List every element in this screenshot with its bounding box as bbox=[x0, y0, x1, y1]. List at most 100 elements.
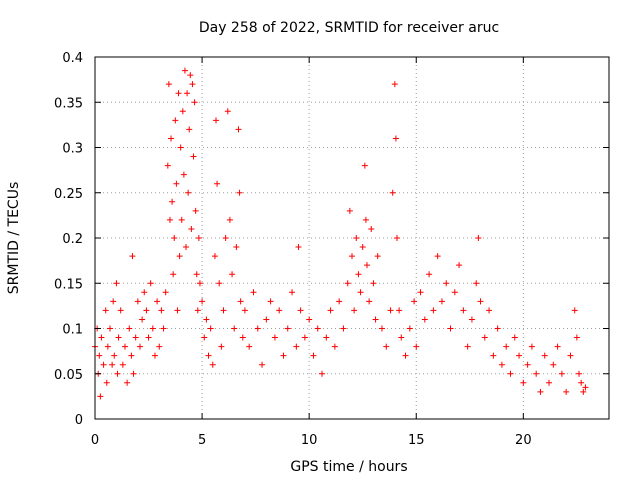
data-point bbox=[233, 244, 240, 251]
data-point bbox=[297, 307, 304, 314]
data-point bbox=[524, 361, 531, 368]
data-point bbox=[498, 361, 505, 368]
data-point bbox=[301, 334, 308, 341]
data-point bbox=[106, 325, 113, 332]
data-point bbox=[306, 316, 313, 323]
data-point bbox=[331, 343, 338, 350]
data-point bbox=[554, 343, 561, 350]
data-point bbox=[195, 235, 202, 241]
data-point bbox=[460, 307, 467, 314]
data-point bbox=[151, 352, 158, 359]
data-point bbox=[541, 352, 548, 359]
data-point bbox=[172, 117, 179, 124]
data-point bbox=[426, 271, 433, 278]
data-point bbox=[158, 307, 165, 314]
x-axis-label: GPS time / hours bbox=[290, 459, 407, 475]
y-tick-label: 0.4 bbox=[62, 51, 83, 66]
data-point bbox=[130, 370, 137, 377]
data-point bbox=[226, 216, 233, 223]
data-point bbox=[511, 334, 518, 341]
data-point bbox=[174, 307, 181, 314]
y-tick-label: 0.25 bbox=[54, 187, 83, 202]
data-point bbox=[537, 388, 544, 395]
data-point bbox=[434, 253, 441, 260]
data-point bbox=[289, 289, 296, 296]
data-point bbox=[165, 81, 172, 88]
data-point bbox=[143, 307, 150, 314]
data-point bbox=[267, 298, 274, 305]
data-point bbox=[162, 289, 169, 296]
data-point bbox=[191, 99, 198, 106]
data-point bbox=[117, 307, 124, 314]
data-point bbox=[293, 343, 300, 350]
data-point bbox=[271, 334, 278, 341]
data-point bbox=[378, 325, 385, 332]
data-point bbox=[100, 361, 107, 368]
data-point bbox=[115, 334, 122, 341]
data-point bbox=[235, 126, 242, 133]
data-point bbox=[340, 325, 347, 332]
data-point bbox=[241, 307, 248, 314]
data-point bbox=[239, 334, 246, 341]
chart-title: Day 258 of 2022, SRMTID for receiver aru… bbox=[199, 20, 499, 36]
data-point bbox=[263, 316, 270, 323]
data-point bbox=[231, 325, 238, 332]
x-tick-label: 5 bbox=[198, 433, 206, 448]
grid bbox=[95, 57, 609, 419]
data-point bbox=[276, 307, 283, 314]
data-point bbox=[392, 135, 399, 142]
data-point bbox=[128, 352, 135, 359]
data-point bbox=[259, 361, 266, 368]
data-point bbox=[190, 153, 197, 160]
y-tick-label: 0.05 bbox=[54, 368, 83, 383]
data-point bbox=[104, 343, 111, 350]
data-point bbox=[109, 361, 116, 368]
data-point bbox=[171, 235, 178, 241]
data-point bbox=[132, 334, 139, 341]
data-point bbox=[368, 225, 375, 232]
data-point bbox=[580, 388, 587, 395]
data-point bbox=[528, 343, 535, 350]
data-point bbox=[314, 325, 321, 332]
data-point bbox=[582, 384, 589, 391]
data-point bbox=[113, 280, 120, 287]
x-tick-label: 10 bbox=[301, 433, 318, 448]
data-point bbox=[207, 325, 214, 332]
data-point bbox=[443, 280, 450, 287]
data-point bbox=[222, 235, 229, 241]
data-point bbox=[168, 135, 175, 142]
data-point bbox=[475, 235, 482, 241]
data-point bbox=[359, 244, 366, 251]
y-tick-label: 0.15 bbox=[54, 277, 83, 292]
data-point bbox=[494, 325, 501, 332]
data-point bbox=[413, 343, 420, 350]
data-point bbox=[201, 334, 208, 341]
data-point bbox=[181, 67, 188, 74]
data-point bbox=[178, 216, 185, 223]
data-point bbox=[246, 343, 253, 350]
data-point bbox=[184, 90, 191, 97]
data-point bbox=[154, 298, 161, 305]
data-point bbox=[189, 81, 196, 88]
data-point bbox=[578, 379, 585, 386]
data-point bbox=[280, 352, 287, 359]
data-point bbox=[406, 325, 413, 332]
data-point bbox=[447, 325, 454, 332]
data-point bbox=[393, 235, 400, 241]
data-point bbox=[119, 361, 126, 368]
data-point bbox=[177, 144, 184, 151]
data-point bbox=[481, 334, 488, 341]
data-point bbox=[214, 180, 221, 187]
data-point bbox=[573, 334, 580, 341]
data-point bbox=[362, 216, 369, 223]
data-point bbox=[188, 225, 195, 232]
data-point bbox=[355, 271, 362, 278]
data-point bbox=[216, 280, 223, 287]
data-point bbox=[183, 244, 190, 251]
data-point bbox=[396, 307, 403, 314]
data-points bbox=[92, 67, 589, 400]
data-point bbox=[571, 307, 578, 314]
data-point bbox=[145, 334, 152, 341]
data-point bbox=[236, 189, 243, 196]
